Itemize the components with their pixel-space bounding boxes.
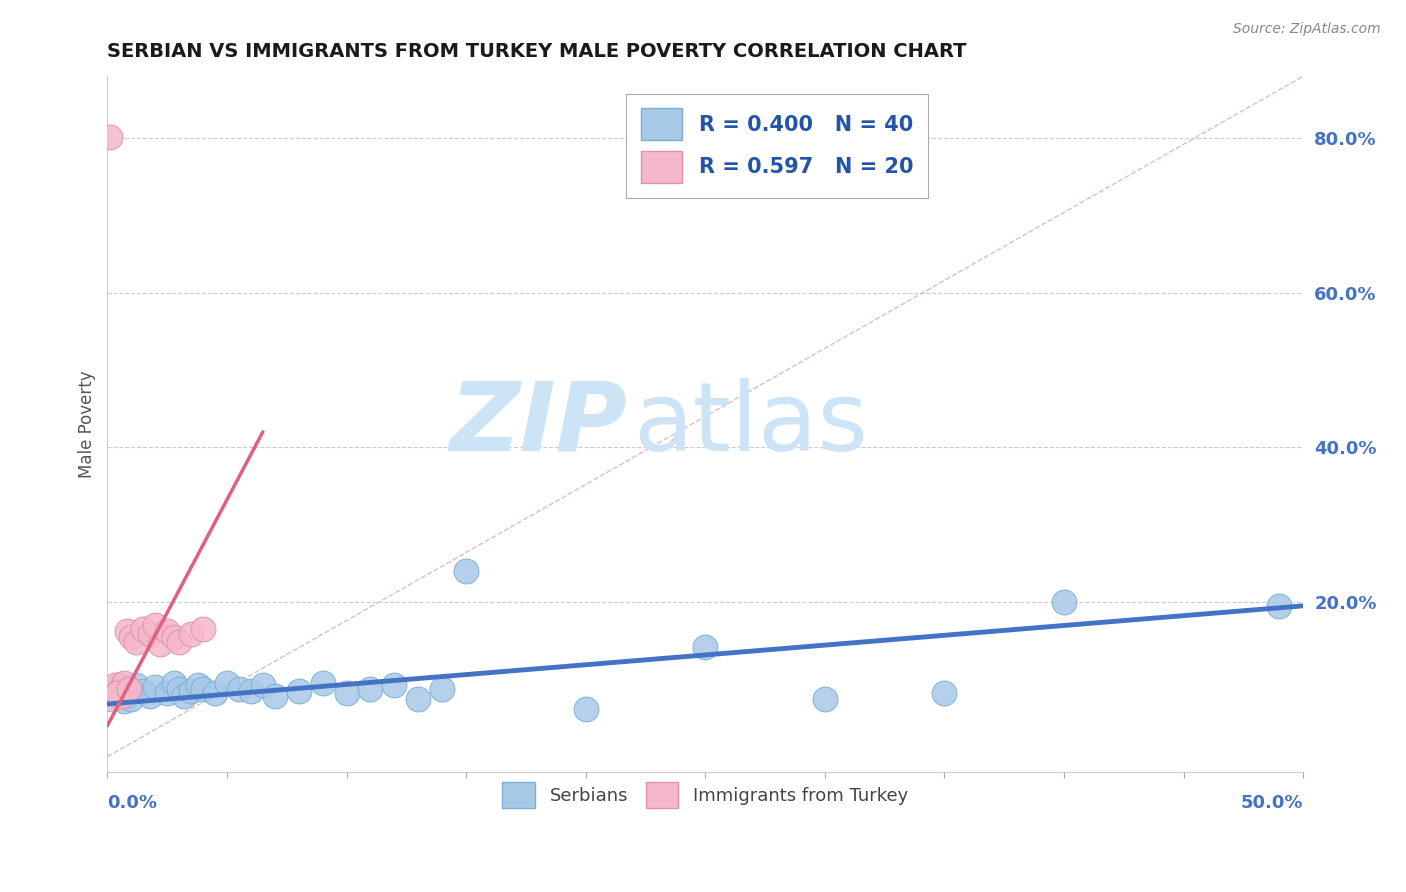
Point: [118, 681, 141, 696]
Point: [167, 681, 190, 696]
Point: [108, 678, 131, 692]
Point: [204, 686, 226, 700]
Point: [101, 691, 124, 706]
Point: [103, 678, 125, 692]
Point: [408, 691, 430, 706]
Point: [125, 635, 148, 649]
Point: [173, 690, 195, 704]
Point: [263, 690, 285, 704]
Point: [215, 676, 238, 690]
Point: [695, 640, 717, 654]
Point: [118, 681, 141, 696]
Point: [239, 684, 262, 698]
Point: [112, 676, 135, 690]
Point: [180, 627, 202, 641]
Point: [115, 624, 138, 639]
Point: [934, 686, 956, 700]
Point: [139, 627, 162, 641]
Point: [132, 622, 155, 636]
Text: atlas: atlas: [634, 377, 869, 471]
Point: [108, 684, 131, 698]
Legend: Serbians, Immigrants from Turkey: Serbians, Immigrants from Turkey: [495, 775, 915, 815]
Point: [103, 681, 125, 696]
Point: [191, 622, 214, 636]
Point: [814, 691, 837, 706]
Point: [335, 686, 357, 700]
Point: [105, 690, 128, 704]
Point: [115, 688, 138, 702]
Point: [101, 686, 124, 700]
Text: 50.0%: 50.0%: [1240, 795, 1303, 813]
Point: [167, 635, 190, 649]
Point: [143, 680, 166, 694]
Text: SERBIAN VS IMMIGRANTS FROM TURKEY MALE POVERTY CORRELATION CHART: SERBIAN VS IMMIGRANTS FROM TURKEY MALE P…: [107, 42, 967, 61]
Text: ZIP: ZIP: [450, 377, 627, 471]
Point: [359, 681, 381, 696]
Point: [120, 691, 142, 706]
Point: [98, 129, 121, 144]
Point: [187, 678, 209, 692]
Point: [287, 684, 309, 698]
Point: [149, 638, 172, 652]
Point: [132, 684, 155, 698]
Point: [311, 676, 333, 690]
Y-axis label: Male Poverty: Male Poverty: [79, 370, 96, 478]
Point: [139, 690, 162, 704]
Point: [111, 684, 134, 698]
Point: [180, 684, 202, 698]
Point: [1268, 599, 1291, 613]
Text: Source: ZipAtlas.com: Source: ZipAtlas.com: [1233, 22, 1381, 37]
Point: [382, 678, 405, 692]
Point: [111, 690, 134, 704]
Point: [575, 701, 598, 715]
Point: [105, 686, 128, 700]
Point: [432, 681, 454, 696]
Point: [112, 694, 135, 708]
Point: [456, 564, 478, 578]
Point: [125, 678, 148, 692]
Point: [163, 676, 186, 690]
Point: [191, 681, 214, 696]
Point: [156, 624, 179, 639]
Point: [1053, 595, 1076, 609]
Point: [143, 618, 166, 632]
Point: [228, 681, 250, 696]
Point: [120, 630, 142, 644]
Text: 0.0%: 0.0%: [107, 795, 157, 813]
Point: [163, 630, 186, 644]
Point: [252, 678, 274, 692]
Point: [156, 686, 179, 700]
